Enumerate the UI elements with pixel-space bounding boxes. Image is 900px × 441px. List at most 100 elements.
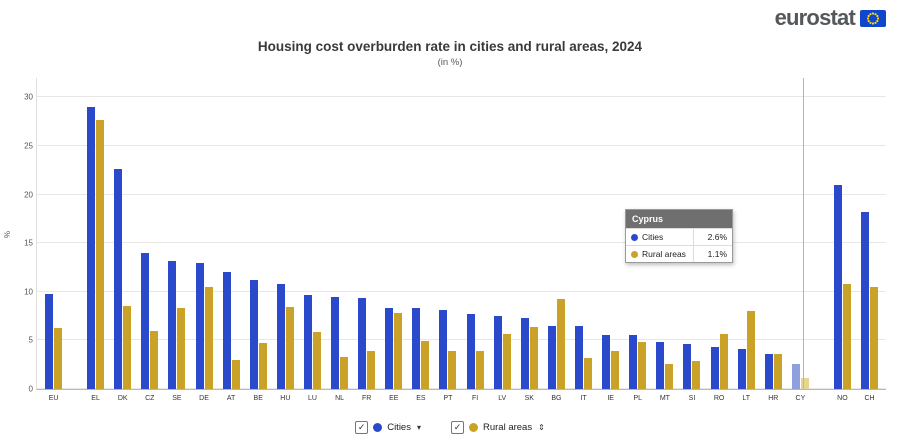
bar-group-fr: FR (353, 78, 380, 402)
cities-bar-fi[interactable] (466, 314, 475, 389)
cities-bar-it[interactable] (575, 325, 584, 389)
rural-areas-bar-cz[interactable] (150, 330, 159, 389)
legend-checkbox[interactable]: ✓ (355, 421, 369, 434)
rural-areas-bar-nl[interactable] (340, 356, 349, 389)
bar-group-dk: DK (109, 78, 136, 402)
chart-title: Housing cost overburden rate in cities a… (257, 39, 643, 54)
cities-bar-cz[interactable] (141, 252, 150, 389)
cities-bar-ie[interactable] (602, 334, 611, 389)
rural-areas-bar-hr[interactable] (773, 354, 782, 389)
bar-group-si: SI (678, 78, 705, 402)
bar-group-at: AT (218, 78, 245, 402)
rural-areas-bar-ie[interactable] (611, 351, 620, 389)
y-tick-label: 10 (24, 287, 33, 297)
legend-caret-icon[interactable]: ▾ (416, 423, 421, 432)
rural-areas-bar-lu[interactable] (312, 331, 321, 389)
cities-bar-ch[interactable] (861, 212, 870, 389)
y-tick-label: 5 (28, 335, 33, 345)
bar-group-cz: CZ (136, 78, 163, 402)
bar-group-mt: MT (651, 78, 678, 402)
bar-group-pl: PL (624, 78, 651, 402)
rural-areas-bar-lv[interactable] (502, 333, 511, 389)
x-axis-label-cy: CY (795, 395, 806, 402)
rural-areas-bar-de[interactable] (204, 286, 213, 389)
legend-label: Rural areas (482, 422, 533, 433)
bar-group-ro: RO (706, 78, 733, 402)
cities-bar-sk[interactable] (520, 318, 529, 389)
rural-areas-bar-be[interactable] (258, 343, 267, 389)
rural-areas-bar-cy[interactable] (800, 378, 809, 389)
cities-bar-mt[interactable] (656, 342, 665, 389)
x-axis-label-fi: FI (471, 395, 479, 402)
legend-caret-icon[interactable]: ⇕ (538, 423, 545, 432)
rural-areas-bar-dk[interactable] (123, 306, 132, 389)
rural-areas-bar-ee[interactable] (394, 313, 403, 389)
y-tick-label: 20 (24, 190, 33, 200)
bar-group-be: BE (245, 78, 272, 402)
cities-bar-no[interactable] (833, 184, 842, 389)
cities-bar-eu[interactable] (45, 293, 54, 389)
y-tick-label: 0 (28, 384, 33, 394)
rural-areas-bar-at[interactable] (231, 359, 240, 389)
cities-bar-at[interactable] (222, 272, 231, 389)
cities-bar-de[interactable] (195, 262, 204, 389)
cities-bar-hu[interactable] (276, 284, 285, 389)
rural-areas-bar-si[interactable] (692, 360, 701, 389)
bar-group-sk: SK (516, 78, 543, 402)
legend-item-rural-areas[interactable]: ✓ Rural areas ⇕ (450, 421, 545, 434)
cities-bar-ee[interactable] (385, 308, 394, 389)
rural-areas-bar-se[interactable] (177, 308, 186, 389)
tooltip-rows: Cities 2.6% Rural areas 1.1% (626, 228, 732, 262)
x-axis-label-dk: DK (117, 395, 128, 402)
cities-bar-lt[interactable] (737, 349, 746, 389)
cities-bar-pl[interactable] (629, 334, 638, 389)
rural-areas-bar-no[interactable] (842, 284, 851, 389)
bar-group-nl: NL (326, 78, 353, 402)
cities-bar-hr[interactable] (764, 354, 773, 389)
rural-areas-bar-es[interactable] (421, 341, 430, 389)
cities-bar-nl[interactable] (331, 296, 340, 389)
eurostat-logo: eurostat (775, 7, 886, 29)
cities-bar-se[interactable] (168, 260, 177, 389)
cities-bar-be[interactable] (249, 280, 258, 389)
legend-item-cities[interactable]: ✓ Cities ▾ (355, 421, 421, 434)
bar-group-it: IT (570, 78, 597, 402)
rural-areas-bar-ro[interactable] (719, 333, 728, 389)
cities-bar-lv[interactable] (493, 316, 502, 389)
cities-bar-pt[interactable] (439, 310, 448, 389)
cities-bar-ro[interactable] (710, 347, 719, 389)
bar-group-de: DE (190, 78, 217, 402)
rural-areas-bar-fr[interactable] (367, 351, 376, 389)
bar-group-es: ES (407, 78, 434, 402)
cities-bar-lu[interactable] (303, 294, 312, 389)
crosshair-line (802, 78, 804, 389)
gridline (37, 388, 886, 389)
rural-areas-bar-el[interactable] (96, 119, 105, 389)
rural-areas-bar-bg[interactable] (556, 298, 565, 389)
x-axis-label-nl: NL (335, 395, 345, 402)
rural-areas-bar-it[interactable] (584, 357, 593, 389)
series-marker-icon (631, 250, 638, 258)
rural-areas-bar-fi[interactable] (475, 351, 484, 389)
cities-bar-bg[interactable] (547, 325, 556, 389)
cities-bar-el[interactable] (87, 107, 96, 389)
cities-bar-dk[interactable] (114, 169, 123, 389)
rural-areas-bar-hu[interactable] (285, 307, 294, 389)
legend-checkbox[interactable]: ✓ (450, 421, 464, 434)
cities-bar-si[interactable] (683, 344, 692, 389)
rural-areas-bar-sk[interactable] (529, 326, 538, 389)
bar-group-cy: CY (787, 78, 814, 402)
rural-areas-bar-pt[interactable] (448, 351, 457, 389)
rural-areas-bar-ch[interactable] (870, 286, 879, 389)
rural-areas-bar-pl[interactable] (638, 342, 647, 389)
x-axis-label-fr: FR (361, 395, 372, 402)
cities-bar-es[interactable] (412, 308, 421, 389)
rural-areas-bar-mt[interactable] (665, 363, 674, 389)
tooltip-series-label: Cities (626, 229, 693, 245)
x-axis-label-ie: IE (607, 395, 614, 402)
cities-bar-fr[interactable] (358, 297, 367, 389)
bar-group-eu: EU (40, 78, 67, 402)
rural-areas-bar-lt[interactable] (746, 311, 755, 389)
rural-areas-bar-eu[interactable] (54, 327, 63, 389)
cities-bar-cy[interactable] (791, 363, 800, 389)
